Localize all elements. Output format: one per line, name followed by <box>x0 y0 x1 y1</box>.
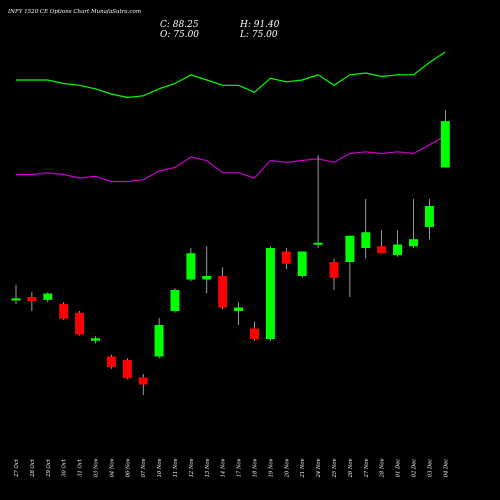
x-tick-label: 29 Oct <box>46 458 52 477</box>
x-tick-label: 06 Nov <box>125 459 131 478</box>
x-tick-label: 25 Nov <box>332 459 338 479</box>
candle <box>43 292 53 303</box>
candle-body-up <box>361 232 371 248</box>
x-tick-label: 28 Oct <box>30 458 36 477</box>
x-tick-label: 24 Nov <box>316 459 322 479</box>
candle-body-up <box>234 307 244 311</box>
candle-body-down <box>75 312 85 335</box>
candle-body-down <box>138 377 148 385</box>
upper-indicator-line <box>16 51 446 99</box>
candle <box>234 302 244 325</box>
x-tick-label: 20 Nov <box>284 459 290 479</box>
close-value: C: 88.25 <box>160 20 199 30</box>
candle <box>59 302 69 320</box>
candle <box>154 318 164 359</box>
candle <box>75 311 85 336</box>
candles <box>11 110 450 395</box>
candle <box>27 291 37 311</box>
candle-body-up <box>170 290 180 311</box>
candle-body-up <box>424 206 434 227</box>
candle-body-down <box>250 328 259 339</box>
high-value: H: 91.40 <box>240 20 280 30</box>
x-tick-label: 07 Nov <box>141 459 147 478</box>
candle-body-down <box>59 304 69 319</box>
x-tick-label: 17 Nov <box>237 459 243 478</box>
candle-body-down <box>329 262 339 278</box>
candle-body-up <box>91 338 100 341</box>
candle <box>170 288 180 313</box>
candle <box>361 199 371 259</box>
candle-body-down <box>377 246 387 254</box>
x-tick-label: 01 Dec <box>396 459 402 477</box>
candle-body-down <box>27 297 37 302</box>
candle <box>122 358 132 380</box>
candle-body-up <box>345 235 355 262</box>
x-tick-label: 31 Oct <box>78 458 84 476</box>
candle-body-down <box>281 251 291 264</box>
candle <box>186 248 196 282</box>
candle-body-up <box>11 298 21 301</box>
x-axis-labels: 27 Oct 28 Oct 29 Oct 30 Oct 31 Oct 03 Nov 04 N… <box>14 458 449 478</box>
x-tick-label: 11 Nov <box>173 459 179 478</box>
x-tick-label: 30 Oct <box>62 458 68 476</box>
candle <box>345 235 355 297</box>
candle <box>393 230 403 257</box>
x-tick-label: 10 Nov <box>157 459 163 478</box>
candle <box>11 284 21 304</box>
x-tick-label: 27 Oct <box>14 458 20 477</box>
candle-body-up <box>154 325 164 357</box>
candle <box>250 321 259 341</box>
x-tick-label: 03 Nov <box>94 459 100 478</box>
indicator-lines <box>16 51 446 183</box>
candle <box>265 246 275 341</box>
x-tick-label: 02 Dec <box>412 459 418 477</box>
candle <box>202 246 212 294</box>
x-tick-label: 18 Nov <box>253 459 259 478</box>
candle-body-up <box>202 276 212 280</box>
candle-body-down <box>106 356 116 367</box>
x-tick-label: 26 Nov <box>348 459 354 479</box>
candle <box>329 258 339 290</box>
candle-body-down <box>122 360 132 379</box>
candle-body-up <box>265 248 275 339</box>
candle <box>297 251 307 278</box>
candle-body-up <box>297 251 307 276</box>
candle <box>440 110 450 168</box>
candle-body-up <box>43 293 53 300</box>
candle <box>377 230 387 254</box>
candle-body-down <box>218 276 228 308</box>
candle <box>106 354 116 369</box>
candle-body-up <box>409 239 418 247</box>
open-value: O: 75.00 <box>160 30 200 40</box>
x-tick-label: 19 Nov <box>268 459 274 478</box>
x-tick-label: 04 Nov <box>109 459 115 478</box>
x-tick-label: 27 Nov <box>364 459 370 479</box>
candle-body-up <box>186 253 196 280</box>
candle <box>218 267 228 310</box>
chart-title: INFY 1520 CE Options Chart MunafaSutra.c… <box>8 9 142 15</box>
candle-body-up <box>393 244 403 255</box>
candle <box>281 248 291 269</box>
x-tick-label: 12 Nov <box>189 459 195 478</box>
candle <box>409 199 418 248</box>
candle-body-up <box>313 242 323 245</box>
x-tick-label: 14 Nov <box>221 459 227 478</box>
x-tick-label: 04 Dec <box>443 459 449 477</box>
x-tick-label: 28 Nov <box>380 459 386 479</box>
candle-body-up <box>440 121 450 168</box>
low-value: L: 75.00 <box>240 30 278 40</box>
x-tick-label: 13 Nov <box>205 459 211 478</box>
x-tick-label: 21 Nov <box>300 459 306 479</box>
x-tick-label: 03 Dec <box>427 459 433 477</box>
candle <box>138 374 148 395</box>
candle <box>91 336 100 344</box>
candle <box>424 199 434 240</box>
candle <box>313 155 323 248</box>
lower-indicator-line <box>16 135 446 183</box>
